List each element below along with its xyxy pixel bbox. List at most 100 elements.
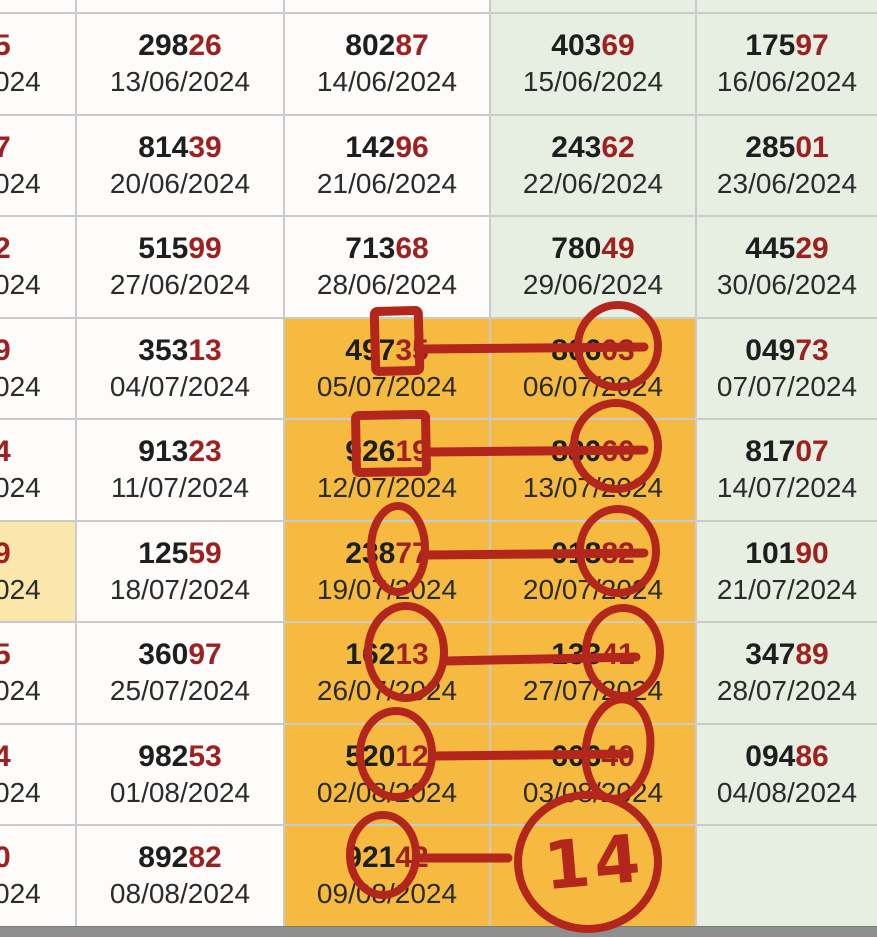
draw-number-first-digits: 125: [138, 536, 189, 570]
result-cell: 29826 13/06/2024: [77, 14, 283, 114]
draw-number: 71368: [345, 233, 428, 265]
draw-number-last-digits: 62: [601, 130, 635, 164]
draw-number-first-digits: 049: [745, 333, 796, 367]
draw-number: 89282: [138, 842, 221, 874]
draw-date: 04/07/2024: [109, 370, 251, 402]
result-cell: 04973 07/07/2024: [697, 318, 877, 418]
draw-number-first-digits: 713: [345, 232, 396, 266]
big-circle-label: 14: [540, 819, 648, 905]
draw-number-first-digits: 780: [551, 232, 602, 266]
draw-number-first-digits: 830: [551, 435, 602, 469]
draw-number-last-digit: 5: [0, 29, 11, 63]
draw-number-last-digits: 39: [188, 130, 222, 164]
draw-date: 03/08/2024: [522, 776, 664, 808]
draw-number-last-digits: 96: [395, 130, 429, 164]
draw-number-clipped: 5: [0, 30, 11, 62]
draw-number: 10190: [745, 537, 828, 570]
result-cell: 80603 06/07/2024: [491, 318, 695, 418]
draw-number-first-digits: 162: [345, 638, 396, 672]
draw-number-first-digits: 175: [745, 29, 796, 63]
result-cell: 89282 08/08/2024: [77, 826, 283, 926]
draw-number-clipped: 0: [0, 842, 11, 874]
draw-number-clipped: 5: [0, 639, 11, 671]
result-cell: 24362 22/06/2024: [491, 115, 695, 215]
draw-number: 40369: [551, 30, 634, 62]
draw-number-first-digits: 913: [138, 435, 189, 469]
draw-number-clipped: 2: [0, 233, 11, 265]
draw-number-first-digits: 298: [138, 29, 189, 63]
draw-date-clipped: 024: [0, 167, 41, 199]
draw-date: 13/06/2024: [109, 66, 251, 98]
draw-number-last-digit: 4: [0, 435, 11, 469]
draw-date: 09/08/2024: [316, 878, 458, 910]
result-cell: 80287 14/06/2024: [285, 14, 489, 114]
draw-number-last-digits: 99: [188, 232, 222, 266]
draw-date-clipped: 024: [0, 472, 41, 504]
draw-date: 18/07/2024: [109, 573, 251, 605]
draw-number-last-digit: 4: [0, 739, 11, 773]
result-cell: 13341 27/07/2024: [491, 623, 695, 723]
draw-date-clipped: 024: [0, 66, 41, 98]
draw-number-last-digits: 19: [395, 435, 429, 469]
draw-number-first-digits: 353: [138, 333, 189, 367]
draw-number-last-digits: 97: [188, 638, 222, 672]
horizontal-scrollbar[interactable]: [0, 926, 877, 937]
result-cell: 81439 20/06/2024: [77, 115, 283, 215]
draw-date: 12/07/2024: [316, 472, 458, 504]
result-cell: 9 024: [0, 318, 75, 418]
draw-number-last-digits: 82: [188, 841, 222, 875]
result-cell: 09486 04/08/2024: [697, 724, 877, 824]
draw-number-last-digits: 73: [795, 333, 829, 367]
draw-date: 22/06/2024: [522, 167, 664, 199]
table-row-sliver-cell: [697, 0, 877, 12]
draw-date-clipped: 024: [0, 878, 41, 910]
draw-number: 52012: [345, 740, 428, 773]
draw-number-last-digits: 59: [188, 536, 222, 570]
result-cell: 51599 27/06/2024: [77, 217, 283, 317]
draw-number-last-digits: 60: [601, 435, 635, 469]
result-cell: 10190 21/07/2024: [697, 521, 877, 621]
empty-cell: [697, 826, 877, 926]
draw-date: 21/06/2024: [316, 167, 458, 199]
result-cell: 17597 16/06/2024: [697, 14, 877, 114]
result-cell: 36097 25/07/2024: [77, 623, 283, 723]
draw-number-first-digits: 347: [745, 638, 796, 672]
draw-number-last-digit: 9: [0, 536, 11, 570]
draw-number-last-digit: 0: [0, 841, 11, 875]
result-cell: 92142 09/08/2024: [285, 826, 489, 926]
result-cell: 44529 30/06/2024: [697, 217, 877, 317]
draw-number-last-digits: 35: [395, 333, 429, 367]
draw-date: 02/08/2024: [316, 776, 458, 808]
draw-number-last-digits: 89: [795, 638, 829, 672]
result-cell: 9 024: [0, 521, 75, 621]
draw-number-first-digits: 497: [345, 333, 396, 367]
result-cell: 0 024: [0, 826, 75, 926]
draw-number-last-digits: 01: [795, 130, 829, 164]
draw-number-last-digits: 42: [395, 841, 429, 875]
draw-date-clipped: 024: [0, 675, 41, 707]
result-cell: 2 024: [0, 217, 75, 317]
draw-date: 13/07/2024: [522, 472, 664, 504]
draw-number-clipped: 4: [0, 436, 11, 468]
result-cell: 52012 02/08/2024: [285, 724, 489, 824]
result-cell: 98253 01/08/2024: [77, 724, 283, 824]
draw-number-last-digits: 07: [795, 435, 829, 469]
draw-date: 21/07/2024: [716, 573, 858, 605]
draw-number-last-digits: 82: [601, 536, 635, 570]
draw-number-last-digits: 97: [795, 29, 829, 63]
draw-number: 09486: [745, 740, 828, 773]
draw-date: 14/06/2024: [316, 66, 458, 98]
draw-date: 04/08/2024: [716, 776, 858, 808]
draw-date: 28/07/2024: [716, 675, 858, 707]
draw-number-last-digits: 13: [188, 333, 222, 367]
draw-number: 16213: [345, 639, 428, 671]
draw-number: 92142: [345, 842, 428, 874]
draw-number: 49735: [345, 333, 429, 367]
draw-number: 80603: [551, 334, 634, 367]
draw-number-first-digits: 926: [345, 435, 396, 469]
result-cell: 12559 18/07/2024: [77, 521, 283, 621]
draw-number: 51599: [138, 233, 221, 265]
draw-number: 12559: [138, 536, 222, 570]
draw-date-clipped: 024: [0, 370, 41, 402]
draw-number: 44529: [745, 233, 828, 265]
